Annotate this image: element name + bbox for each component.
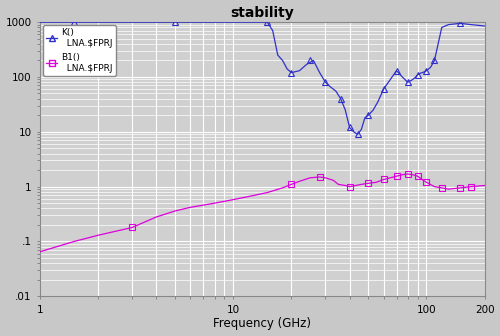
X-axis label: Frequency (GHz): Frequency (GHz) xyxy=(214,318,312,330)
Legend: K()
  LNA.$FPRJ, B1()
  LNA.$FPRJ: K() LNA.$FPRJ, B1() LNA.$FPRJ xyxy=(42,25,116,76)
Title: stability: stability xyxy=(230,6,294,19)
